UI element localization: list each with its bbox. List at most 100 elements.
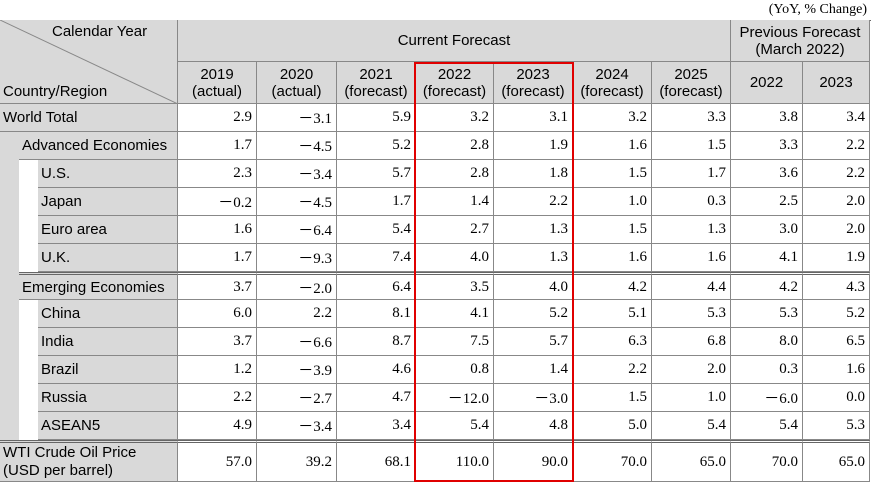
group-header-text: Previous Forecast	[739, 23, 861, 41]
value-cell: 4.0	[416, 244, 494, 272]
row-label-text: Brazil	[41, 361, 79, 378]
value-cell: 1.7	[178, 244, 257, 272]
value-text: 6.4	[392, 278, 411, 295]
row-label: WTI Crude Oil Price (USD per barrel)	[0, 440, 178, 482]
row-label: Advanced Economies	[19, 132, 178, 160]
value-text: 2.7	[470, 221, 489, 237]
value-text: 4.2	[628, 278, 647, 295]
value-cell: 2.9	[178, 104, 257, 132]
value-text: 4.3	[846, 278, 865, 295]
value-cell: 0.0	[803, 384, 870, 412]
value-cell: 1.0	[573, 188, 652, 216]
value-cell: 1.7	[178, 132, 257, 160]
value-text: 5.2	[846, 305, 865, 321]
value-text: 0.0	[846, 389, 865, 405]
value-text: 1.5	[628, 165, 647, 181]
value-cell: 57.0	[178, 440, 257, 482]
value-text: 4.0	[549, 278, 568, 295]
value-text: 5.3	[707, 305, 726, 321]
value-text: 2.8	[470, 165, 489, 181]
column-header-text: 2023	[819, 74, 853, 91]
column-header: 2024 (forecast)	[573, 62, 652, 104]
column-header: 2022	[731, 62, 803, 104]
value-text: 2.2	[846, 165, 865, 181]
value-cell: 8.0	[731, 328, 803, 356]
value-text: 4.7	[392, 389, 411, 405]
value-cell: 4.9	[178, 412, 257, 440]
value-text: 5.2	[392, 137, 411, 153]
value-cell: 1.3	[494, 216, 573, 244]
row-label: U.K.	[38, 244, 178, 272]
row-label-text: ASEAN5	[41, 417, 101, 434]
column-header-text: 2024	[595, 65, 629, 83]
value-cell: 5.4	[337, 216, 416, 244]
value-cell: 4.1	[416, 300, 494, 328]
value-text: 5.7	[392, 165, 411, 181]
column-header-text: 2025	[674, 65, 708, 83]
value-text: －3.4	[298, 167, 332, 183]
value-cell: 0.3	[652, 188, 731, 216]
value-text: 4.6	[392, 361, 411, 377]
value-text: 1.7	[707, 165, 726, 181]
value-cell: 2.2	[573, 356, 652, 384]
value-cell: 1.9	[803, 244, 870, 272]
value-cell: 3.2	[416, 104, 494, 132]
value-text: 6.3	[628, 333, 647, 349]
row-label-text: World Total	[3, 109, 78, 126]
value-text: 1.6	[233, 221, 252, 237]
value-text: 5.9	[392, 109, 411, 125]
column-header: 2019 (actual)	[178, 62, 257, 104]
row-label: Brazil	[38, 356, 178, 384]
value-text: 1.9	[549, 137, 568, 153]
value-cell: 2.8	[416, 160, 494, 188]
value-text: 3.0	[779, 221, 798, 237]
row-label-text: WTI Crude Oil Price	[3, 444, 137, 461]
value-cell: 3.2	[573, 104, 652, 132]
row-label-text: U.K.	[41, 249, 71, 266]
value-text: 2.9	[233, 109, 252, 125]
row-label: World Total	[0, 104, 178, 132]
value-text: 1.7	[233, 137, 252, 153]
value-text: 1.6	[628, 137, 647, 153]
value-text: 3.4	[846, 109, 865, 125]
column-header-text: 2022	[749, 74, 784, 91]
value-text: 7.4	[392, 249, 411, 265]
value-text: 3.3	[779, 137, 798, 153]
value-text: 8.0	[779, 333, 798, 349]
value-text: 6.8	[707, 333, 726, 349]
value-cell: 1.3	[652, 216, 731, 244]
value-text: －2.0	[298, 280, 332, 297]
value-cell: 68.1	[337, 440, 416, 482]
corner-top-label: Calendar Year	[52, 23, 148, 40]
column-header: 2023 (forecast)	[494, 62, 573, 104]
value-cell: －3.4	[257, 160, 337, 188]
value-text: －12.0	[447, 391, 489, 407]
value-cell: －4.5	[257, 132, 337, 160]
value-cell: －6.0	[731, 384, 803, 412]
value-cell: 3.1	[494, 104, 573, 132]
row-label-text: U.S.	[41, 165, 71, 182]
value-cell: 8.1	[337, 300, 416, 328]
indent-strip	[0, 132, 19, 440]
value-cell: －9.3	[257, 244, 337, 272]
value-cell: －4.5	[257, 188, 337, 216]
value-cell: 5.4	[652, 412, 731, 440]
value-cell: 2.2	[178, 384, 257, 412]
value-text: 2.0	[707, 361, 726, 377]
value-text: －4.5	[298, 139, 332, 155]
row-label: Euro area	[38, 216, 178, 244]
value-text: －6.6	[298, 335, 332, 351]
column-header-text: 2020	[279, 65, 314, 83]
value-cell: 1.4	[494, 356, 573, 384]
value-cell: 2.2	[803, 132, 870, 160]
value-cell: 5.2	[803, 300, 870, 328]
value-text: 5.4	[392, 221, 411, 237]
value-text: 1.9	[846, 249, 865, 265]
row-label-text: Advanced Economies	[22, 137, 168, 154]
value-text: 70.0	[620, 453, 647, 470]
value-cell: 1.5	[573, 384, 652, 412]
value-text: 1.6	[846, 361, 865, 377]
column-header: 2021 (forecast)	[337, 62, 416, 104]
value-cell: 4.0	[494, 272, 573, 300]
column-header-text: (forecast)	[344, 82, 408, 100]
